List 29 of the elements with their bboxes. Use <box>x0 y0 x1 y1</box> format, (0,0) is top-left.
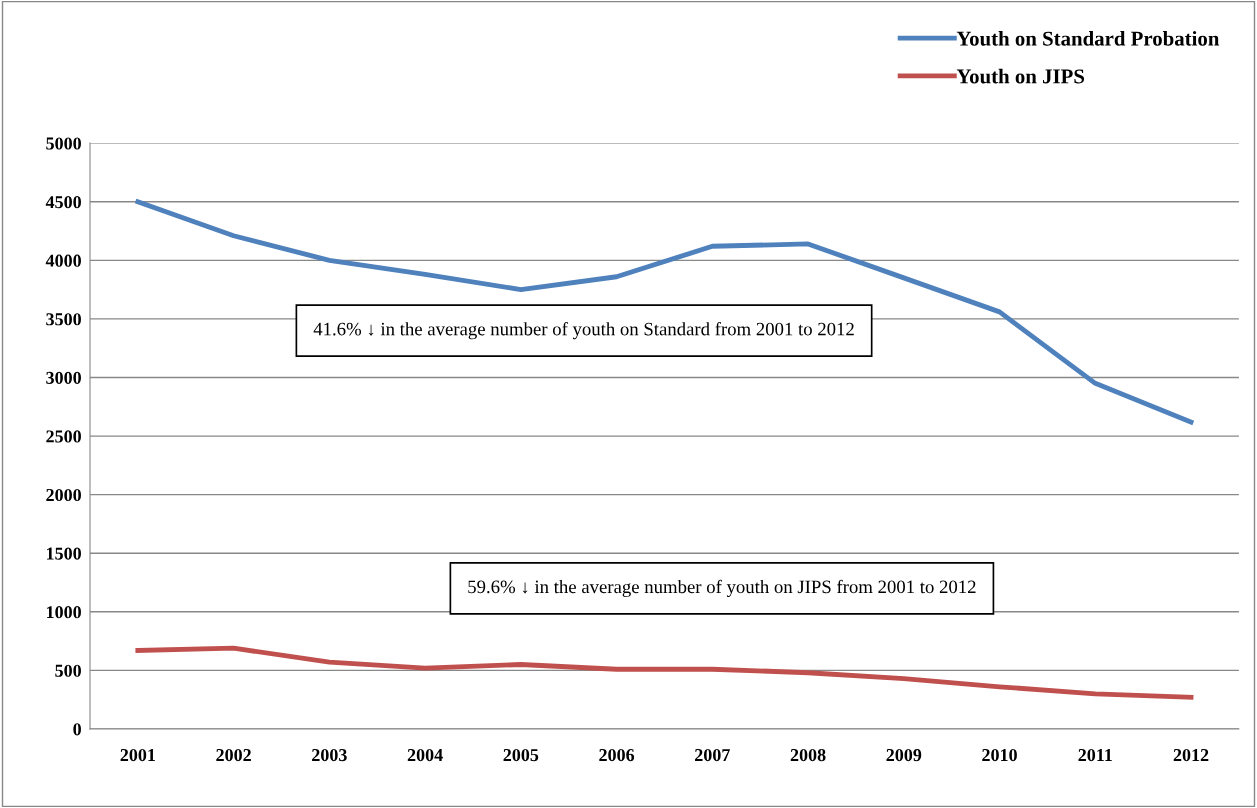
x-tick-label: 2008 <box>790 748 826 762</box>
y-tick-label: 1500 <box>47 547 81 560</box>
y-tick-label: 1000 <box>47 606 81 619</box>
x-tick-label: 2001 <box>120 748 155 762</box>
y-tick-label: 0 <box>73 723 81 736</box>
x-tick-label: 2007 <box>695 748 730 762</box>
y-tick-label: 2000 <box>46 488 81 502</box>
y-tick-label: 4500 <box>45 196 81 209</box>
annotation: 41.6% ↓ in the average number of youth on Standard from 2001 to 2012 <box>313 322 854 340</box>
legend-label: Youth on Standard Probation <box>956 31 1220 46</box>
line-series <box>135 645 1194 700</box>
x-tick-label: 2003 <box>312 748 347 762</box>
y-tick-label: 5000 <box>46 137 81 150</box>
x-tick-label: 2006 <box>599 748 635 762</box>
x-tick-label: 2005 <box>503 748 539 762</box>
x-tick-label: 2011 <box>1078 748 1112 762</box>
x-tick-label: 2002 <box>216 748 251 762</box>
x-tick-label: 2010 <box>982 748 1017 762</box>
y-tick-label: 3000 <box>46 371 81 384</box>
x-tick-label: 2012 <box>1173 748 1209 762</box>
y-tick-label: 3500 <box>46 313 81 326</box>
y-tick-label: 500 <box>55 664 81 677</box>
x-tick-label: 2004 <box>407 748 443 762</box>
y-tick-label: 4000 <box>45 254 81 267</box>
line-series <box>135 199 1194 425</box>
x-tick-label: 2009 <box>886 748 922 762</box>
legend-label: Youth on JIPS <box>956 68 1085 84</box>
annotation: 59.6% ↓ in the average number of youth on JIPS from 2001 to 2012 <box>468 579 976 598</box>
y-tick-label: 2500 <box>46 430 81 443</box>
